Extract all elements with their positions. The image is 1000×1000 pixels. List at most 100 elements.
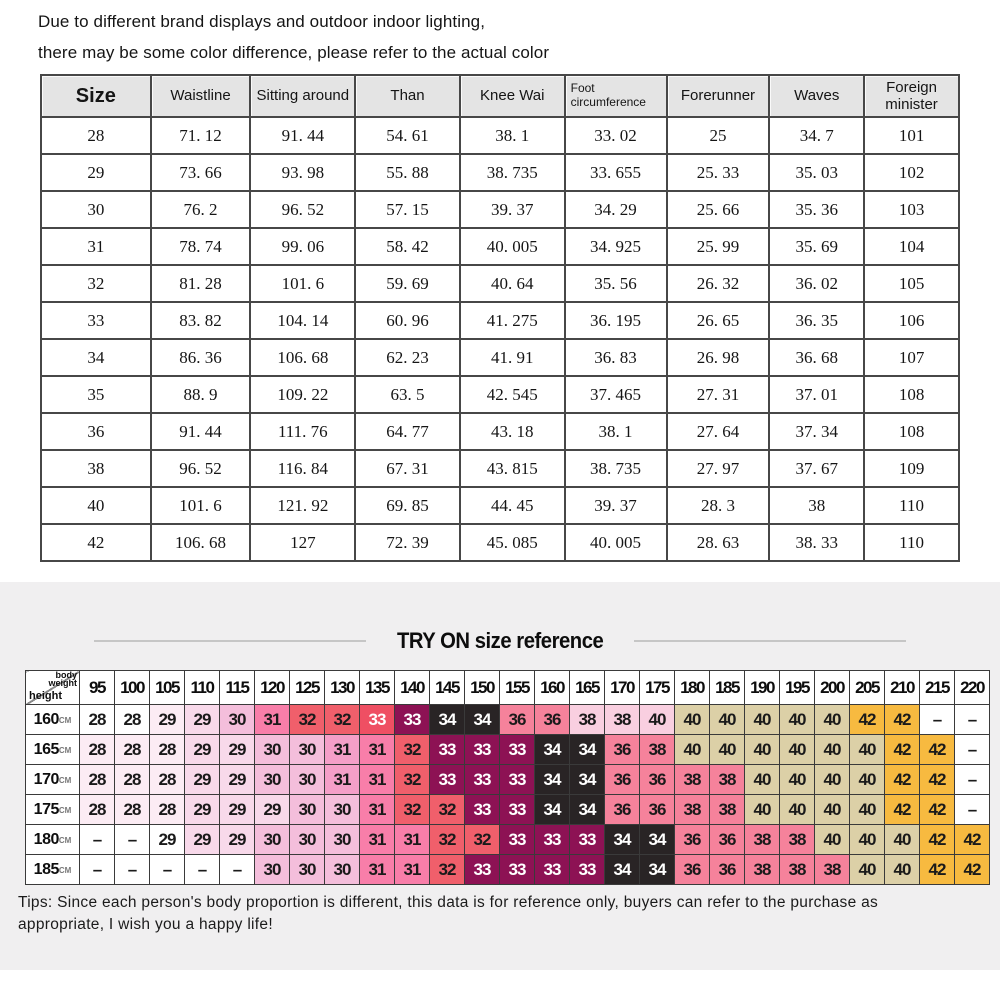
tryon-cell: 30 — [289, 824, 325, 855]
tryon-cell: 33 — [464, 854, 500, 885]
tryon-cell: 40 — [744, 734, 780, 765]
weight-header-cell: 130 — [324, 670, 360, 705]
tryon-cell: 40 — [744, 704, 780, 735]
tryon-cell: 34 — [639, 854, 675, 885]
tryon-cell: 33 — [499, 794, 535, 825]
tryon-cell: 36 — [604, 734, 640, 765]
tryon-cell: 38 — [709, 764, 745, 795]
tryon-cell: 32 — [324, 704, 360, 735]
tryon-cell: 28 — [79, 704, 115, 735]
weight-header-cell: 110 — [184, 670, 220, 705]
tryon-row: 180CM – –29 29 29 30 30 30 31 31 32 32 33 33 33 34 34 36 3… — [25, 824, 990, 855]
tryon-cell: 32 — [394, 734, 430, 765]
table-cell: 105 — [863, 264, 960, 303]
tryon-cell: 36 — [674, 824, 710, 855]
divider-line-left — [93, 640, 366, 642]
table-cell: 101. 6 — [149, 486, 252, 525]
table-cell: 55. 88 — [354, 153, 461, 192]
tryon-cell: 40 — [884, 854, 920, 885]
tryon-cell: 40 — [779, 764, 815, 795]
tryon-cell: 40 — [744, 764, 780, 795]
tryon-cell: 31 — [359, 734, 395, 765]
tryon-cell: 42 — [954, 854, 990, 885]
table-cell: 36. 195 — [563, 301, 668, 340]
table-cell: 73. 66 — [149, 153, 252, 192]
tryon-cell: 34 — [464, 704, 500, 735]
tryon-cell: 33 — [534, 824, 570, 855]
tryon-cell: 33 — [499, 824, 535, 855]
weight-header-cell: 195 — [779, 670, 815, 705]
tryon-cell: 34 — [534, 794, 570, 825]
tryon-cell: 34 — [534, 734, 570, 765]
tryon-cell: 29 — [219, 794, 255, 825]
weight-header-cell: 125 — [289, 670, 325, 705]
tryon-cell: 40 — [709, 734, 745, 765]
table-cell: 54. 61 — [354, 116, 461, 155]
tryon-cell: 28 — [149, 734, 185, 765]
table-cell: 26. 65 — [665, 301, 771, 340]
tryon-cell: 30 — [254, 734, 290, 765]
table-cell: 28. 3 — [665, 486, 771, 525]
tryon-cell: 28 — [79, 794, 115, 825]
weight-header-cell: 175 — [639, 670, 675, 705]
table-cell: 31 — [40, 227, 152, 266]
corner-cell: body weight height — [25, 670, 80, 705]
tryon-cell: 28 — [114, 794, 150, 825]
tryon-cell: 42 — [919, 824, 955, 855]
tryon-cell: – — [114, 824, 150, 855]
tryon-cell: 34 — [429, 704, 465, 735]
disclaimer-line-2: there may be some color difference, plea… — [38, 43, 550, 62]
table-row: 33 83. 82 104. 14 60. 96 41. 275 36. 195 26. 6… — [40, 301, 960, 340]
table-cell: 33. 655 — [563, 153, 668, 192]
tryon-cell: 29 — [184, 764, 220, 795]
tryon-cell: 29 — [219, 764, 255, 795]
tryon-cell: 30 — [289, 794, 325, 825]
table-cell: 34. 7 — [768, 116, 866, 155]
tryon-cell: 33 — [499, 764, 535, 795]
table-cell: 35. 36 — [768, 190, 866, 229]
tryon-cell: 40 — [849, 764, 885, 795]
weight-header-cell: 150 — [464, 670, 500, 705]
tryon-cell: 36 — [499, 704, 535, 735]
tryon-cell: 28 — [79, 764, 115, 795]
table-cell: 40. 005 — [563, 523, 668, 562]
height-unit-label: CM — [58, 775, 72, 785]
tryon-row: 185CM – – – – –30 30 30 31 31 32 33 33 33 33 34 34 36 36 38… — [25, 854, 990, 885]
table-cell: 101. 6 — [249, 264, 357, 303]
table-cell: 25. 99 — [665, 227, 771, 266]
tryon-cell: 40 — [884, 824, 920, 855]
size-chart-header-cell: Foot circumference — [563, 74, 668, 118]
tryon-cell: 31 — [359, 764, 395, 795]
table-cell: 42. 545 — [458, 375, 566, 414]
table-row: 28 71. 12 91. 44 54. 61 38. 1 33. 02 25 34. 7 10… — [40, 116, 960, 155]
size-chart-header-cell: Than — [354, 74, 461, 118]
tryon-cell: 36 — [604, 764, 640, 795]
tryon-cell: 40 — [779, 734, 815, 765]
tryon-cell: 40 — [849, 854, 885, 885]
tryon-cell: 34 — [569, 734, 605, 765]
table-cell: 104. 14 — [249, 301, 357, 340]
tryon-cell: 32 — [464, 824, 500, 855]
table-row: 30 76. 2 96. 52 57. 15 39. 37 34. 29 25. 66 35.… — [40, 190, 960, 229]
table-cell: 41. 91 — [458, 338, 566, 377]
table-cell: 38. 735 — [458, 153, 566, 192]
table-cell: 67. 31 — [354, 449, 461, 488]
table-cell: 109. 22 — [249, 375, 357, 414]
weight-header-cell: 100 — [114, 670, 150, 705]
table-cell: 25 — [665, 116, 771, 155]
table-cell: 38 — [40, 449, 152, 488]
tryon-cell: 33 — [569, 824, 605, 855]
size-chart-header-row: Size Waistline Sitting around Than Knee Wai F… — [40, 74, 960, 118]
table-cell: 43. 815 — [458, 449, 566, 488]
tryon-cell: 40 — [814, 824, 850, 855]
tryon-cell: 34 — [639, 824, 675, 855]
tryon-cell: 38 — [604, 704, 640, 735]
table-cell: 102 — [863, 153, 960, 192]
tryon-cell: 30 — [289, 764, 325, 795]
tryon-cell: 33 — [429, 734, 465, 765]
weight-header-cell: 170 — [604, 670, 640, 705]
tryon-cell: 31 — [394, 824, 430, 855]
table-row: 35 88. 9 109. 22 63. 5 42. 545 37. 465 27. 31 3… — [40, 375, 960, 414]
tryon-cell: 38 — [674, 764, 710, 795]
tryon-cell: 30 — [324, 794, 360, 825]
